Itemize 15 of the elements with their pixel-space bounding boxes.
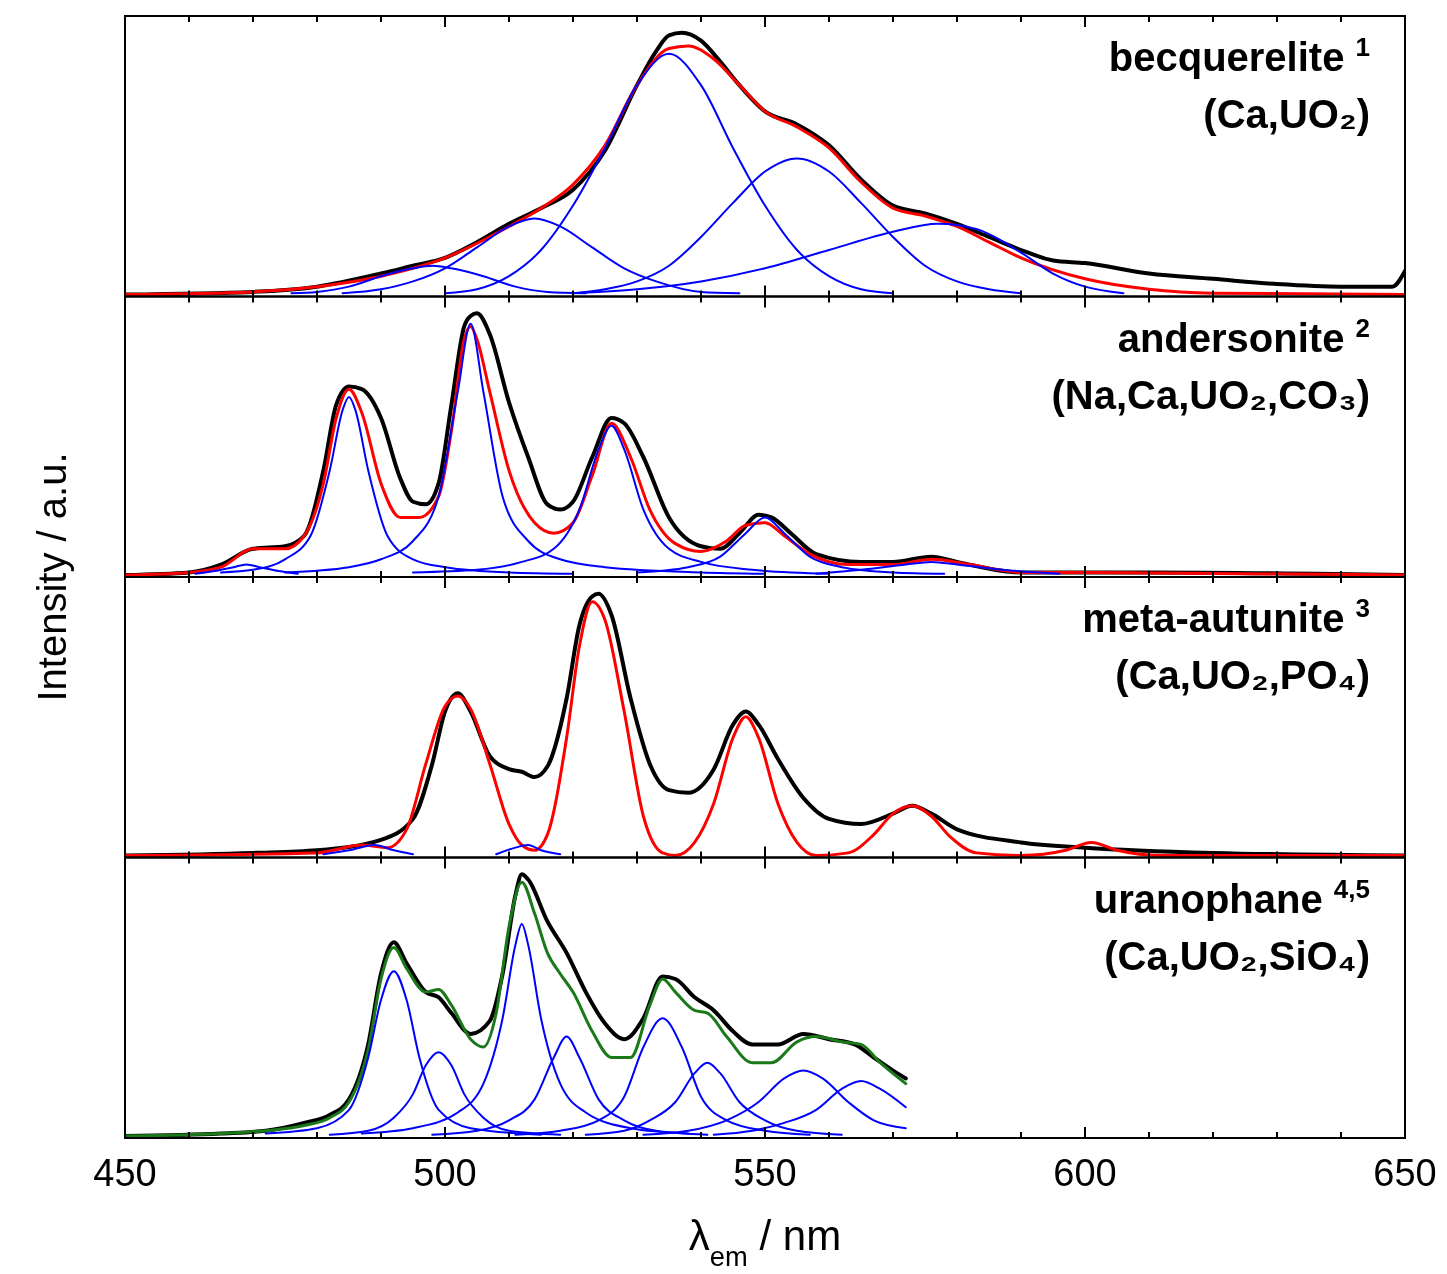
x-tick-label: 500 — [413, 1152, 477, 1194]
text: (Ca,UO₂) — [1203, 92, 1370, 136]
chart-title: meta-autunite $^{3}$ — [1082, 593, 1370, 640]
x-tick-label: 650 — [1373, 1152, 1437, 1194]
text: (Ca,UO₂,SiO₄) — [1104, 933, 1370, 978]
x-tick-label: 450 — [93, 1152, 157, 1194]
x-tick-label: 600 — [1053, 1152, 1117, 1194]
y-axis-title: Intensity / a.u. — [30, 452, 74, 702]
chart-title: andersonite $^{2}$ — [1117, 312, 1370, 360]
text: (Na,Ca,UO₂,CO₃) — [1051, 372, 1370, 417]
chart-title: uranophane $^{4,5}$ — [1093, 873, 1370, 921]
chart-title: becquerelite $^{1}$ — [1108, 32, 1370, 79]
x-axis-title: λ$_{em}$ / nm — [688, 1212, 842, 1272]
text: (Ca,UO₂,PO₄) — [1115, 653, 1370, 697]
x-tick-label: 550 — [733, 1152, 797, 1194]
